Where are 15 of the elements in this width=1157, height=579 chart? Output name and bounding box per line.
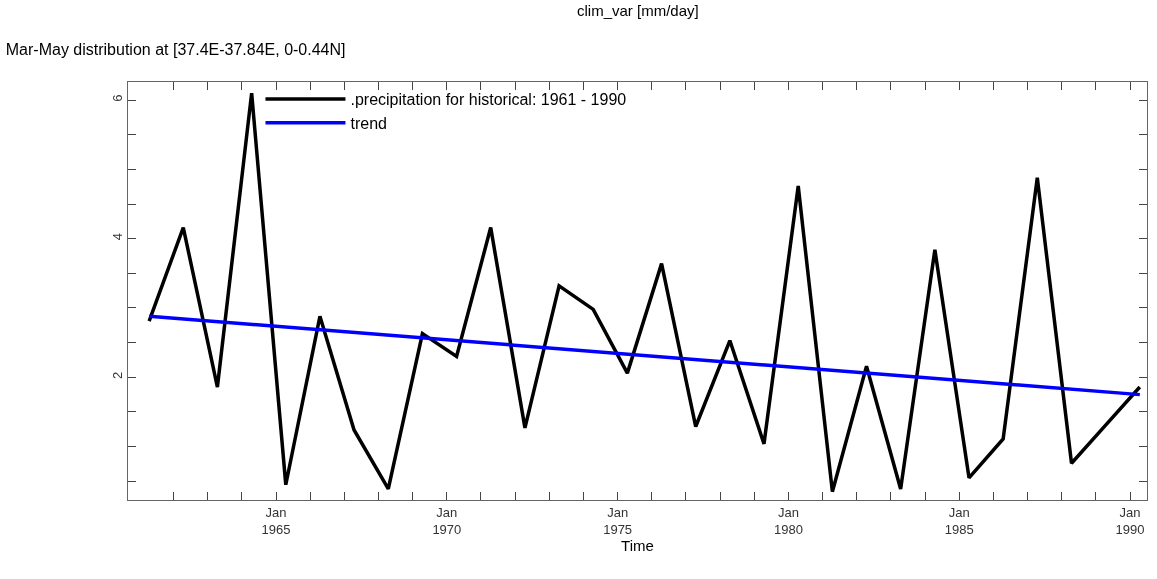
line-series: [147, 91, 1142, 494]
x-tick-label: Jan 1965: [261, 504, 291, 537]
x-tick-label: Jan 1985: [944, 504, 974, 537]
x-tick-label: Jan 1990: [1115, 504, 1145, 537]
chart-title: Mar-May distribution at [37.4E-37.84E, 0-0.44N]: [5, 40, 346, 58]
x-tick-label: Jan 1980: [773, 504, 803, 537]
x-axis-title: Time: [621, 536, 654, 554]
y-tick-label: 2: [109, 371, 125, 379]
x-tick-label: Jan 1975: [603, 504, 633, 537]
legend-label: trend: [350, 114, 387, 132]
text: clim_var [mm/day]: [577, 2, 699, 19]
x-tick-label: Jan 1970: [432, 504, 462, 537]
y-tick-label: 4: [109, 233, 125, 241]
y-tick-label: 6: [109, 94, 125, 102]
legend-label: .precipitation for historical: 1961 - 1990: [350, 91, 627, 109]
